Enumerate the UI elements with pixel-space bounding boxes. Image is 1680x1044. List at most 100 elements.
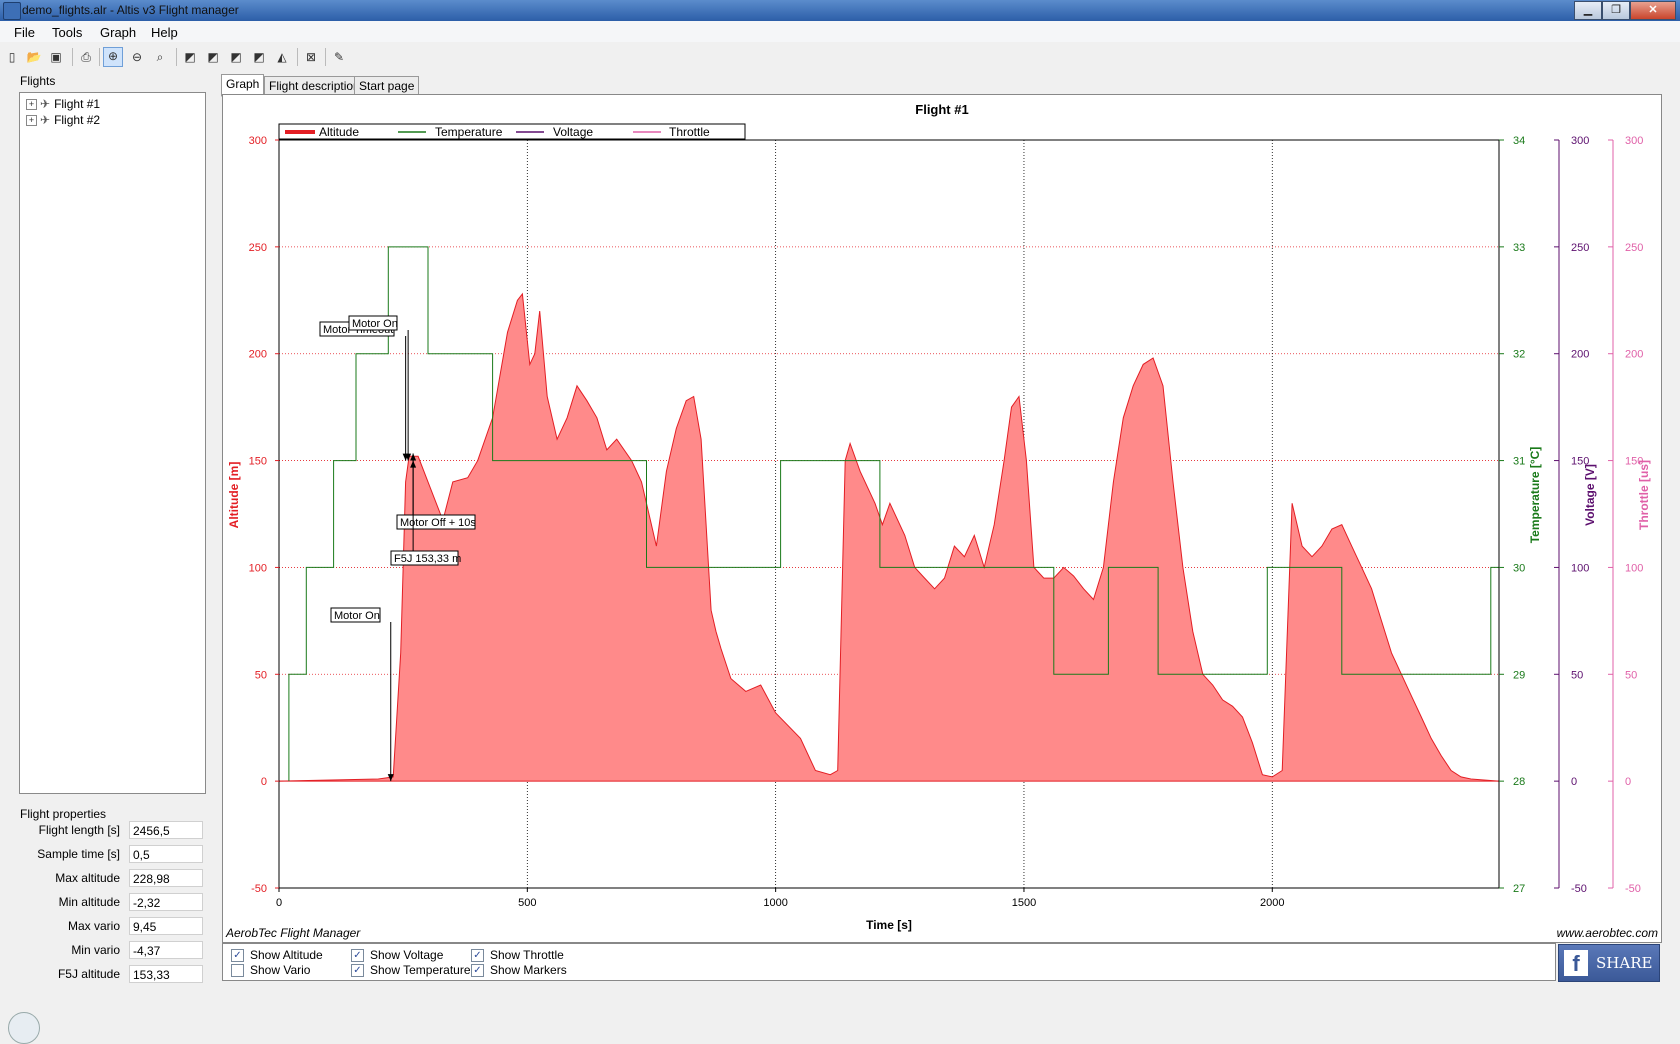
clear-icon[interactable]: ⊠: [305, 50, 317, 64]
checkbox-box[interactable]: [231, 963, 244, 977]
x-tick-label: 2000: [1260, 897, 1284, 909]
title-bar: demo_flights.alr - Altis v3 Flight manag…: [0, 0, 1680, 21]
legend-label: Voltage: [553, 125, 593, 139]
temperature-tick-label: 30: [1513, 562, 1525, 574]
show-altitude-checkbox[interactable]: ✓ Show Altitude: [231, 948, 323, 962]
flights-tree: + ✈ Flight #1 + ✈ Flight #2: [19, 92, 206, 794]
checkbox-box[interactable]: ✓: [471, 948, 484, 962]
zoom-fit-icon[interactable]: ⌕: [156, 50, 164, 64]
menu-tools[interactable]: Tools: [52, 25, 83, 40]
temperature-tick-label: 28: [1513, 776, 1525, 788]
graph-view-2-icon[interactable]: ◩: [207, 50, 219, 64]
open-folder-icon[interactable]: 📂: [26, 50, 42, 64]
tree-item-label: Flight #1: [54, 97, 101, 111]
throttle-tick-label: 0: [1625, 776, 1631, 788]
facebook-icon: f: [1564, 950, 1588, 976]
footer-left: AerobTec Flight Manager: [225, 926, 361, 940]
prop-max-vario: 9,45: [129, 917, 203, 935]
x-tick-label: 0: [276, 897, 282, 909]
throttle-tick-label: 50: [1625, 669, 1637, 681]
altitude-axis-label: Altitude [m]: [227, 462, 241, 529]
throttle-tick-label: 250: [1625, 242, 1643, 254]
plot-area-border: [278, 139, 1500, 889]
prop-label: Sample time [s]: [37, 847, 120, 861]
temperature-tick-label: 31: [1513, 456, 1525, 468]
save-icon[interactable]: ▣: [50, 50, 62, 64]
toolbar-separator: [99, 48, 100, 66]
x-tick-label: 500: [518, 897, 536, 909]
footer-right: www.aerobtec.com: [1557, 926, 1658, 940]
checkbox-label: Show Temperature: [370, 963, 471, 977]
zoom-in-icon[interactable]: ⊕: [103, 47, 123, 67]
graph-view-4-icon[interactable]: ◩: [253, 50, 265, 64]
new-file-icon[interactable]: ▯: [8, 50, 16, 64]
facebook-share-button[interactable]: f SHARE: [1558, 944, 1660, 982]
show-voltage-checkbox[interactable]: ✓ Show Voltage: [351, 948, 443, 962]
prop-max-altitude: 228,98: [129, 869, 203, 887]
throttle-tick-label: -50: [1625, 883, 1641, 895]
altitude-tick-label: 200: [249, 349, 267, 361]
prop-label: Min vario: [71, 943, 120, 957]
menu-bar: File Tools Graph Help: [0, 21, 1680, 42]
menu-file[interactable]: File: [14, 25, 35, 40]
graph-view-3-icon[interactable]: ◩: [230, 50, 242, 64]
altitude-tick-label: 100: [249, 562, 267, 574]
expand-icon[interactable]: +: [26, 98, 37, 110]
graph-view-5-icon[interactable]: ◭: [277, 50, 287, 64]
voltage-tick-label: 300: [1571, 135, 1589, 147]
prop-label: F5J altitude: [57, 967, 120, 981]
checkbox-box[interactable]: ✓: [351, 963, 364, 977]
toolbar-separator: [297, 48, 298, 66]
start-orb-icon[interactable]: [8, 1012, 40, 1044]
toolbar: ▯ 📂 ▣ ⎙ ⊕ ⊖ ⌕ ◩ ◩ ◩ ◩ ◭ ⊠ ✎: [0, 42, 1680, 72]
voltage-tick-label: 150: [1571, 456, 1589, 468]
show-vario-checkbox[interactable]: Show Vario: [231, 963, 310, 977]
flights-label: Flights: [20, 74, 56, 88]
graph-view-1-icon[interactable]: ◩: [184, 50, 196, 64]
expand-icon[interactable]: +: [26, 114, 37, 126]
voltage-tick-label: 0: [1571, 776, 1577, 788]
altitude-area: [279, 293, 1499, 782]
menu-graph[interactable]: Graph: [100, 25, 137, 40]
prop-flight-length: 2456,5: [129, 821, 203, 839]
legend-swatch-altitude: [285, 130, 315, 134]
tab-flight-description[interactable]: Flight description: [264, 76, 365, 96]
menu-help[interactable]: Help: [151, 25, 178, 40]
zoom-out-icon[interactable]: ⊖: [131, 50, 143, 64]
minimize-button[interactable]: ▁: [1574, 1, 1602, 20]
legend: Altitude Temperature Voltage Throttle: [278, 123, 746, 140]
prop-min-vario: -4,37: [129, 941, 203, 959]
close-button[interactable]: ✕: [1630, 1, 1676, 20]
x-tick-label: 1000: [763, 897, 787, 909]
marker-label-box: [330, 607, 381, 623]
tab-start-page[interactable]: Start page: [354, 76, 420, 96]
show-markers-checkbox[interactable]: ✓ Show Markers: [471, 963, 567, 977]
settings-icon[interactable]: ✎: [333, 50, 345, 64]
tree-item-flight-2[interactable]: + ✈ Flight #2: [26, 113, 100, 127]
prop-label: Max altitude: [55, 871, 120, 885]
print-icon[interactable]: ⎙: [81, 50, 91, 64]
tree-item-label: Flight #2: [54, 113, 101, 127]
marker-label-box: [348, 315, 398, 331]
altitude-tick-label: 0: [261, 776, 267, 788]
checkbox-box[interactable]: ✓: [351, 948, 364, 962]
temperature-tick-label: 32: [1513, 349, 1525, 361]
altitude-tick-label: -50: [251, 883, 267, 895]
checkbox-label: Show Voltage: [370, 948, 444, 962]
checkbox-label: Show Altitude: [250, 948, 323, 962]
show-throttle-checkbox[interactable]: ✓ Show Throttle: [471, 948, 564, 962]
temperature-tick-label: 29: [1513, 669, 1525, 681]
show-temperature-checkbox[interactable]: ✓ Show Temperature: [351, 963, 471, 977]
marker-annotation: F5J 153,33 m: [390, 453, 461, 566]
prop-f5j-altitude: 153,33: [129, 965, 203, 983]
checkbox-box[interactable]: ✓: [231, 948, 244, 962]
tree-item-flight-1[interactable]: + ✈ Flight #1: [26, 97, 100, 111]
checkbox-box[interactable]: ✓: [471, 963, 484, 977]
temperature-line: [288, 246, 1499, 782]
throttle-tick-label: 200: [1625, 349, 1643, 361]
maximize-button[interactable]: ❐: [1602, 1, 1630, 20]
marker-annotation: Motor On: [330, 607, 394, 782]
throttle-tick-label: 100: [1625, 562, 1643, 574]
throttle-tick-label: 150: [1625, 456, 1643, 468]
